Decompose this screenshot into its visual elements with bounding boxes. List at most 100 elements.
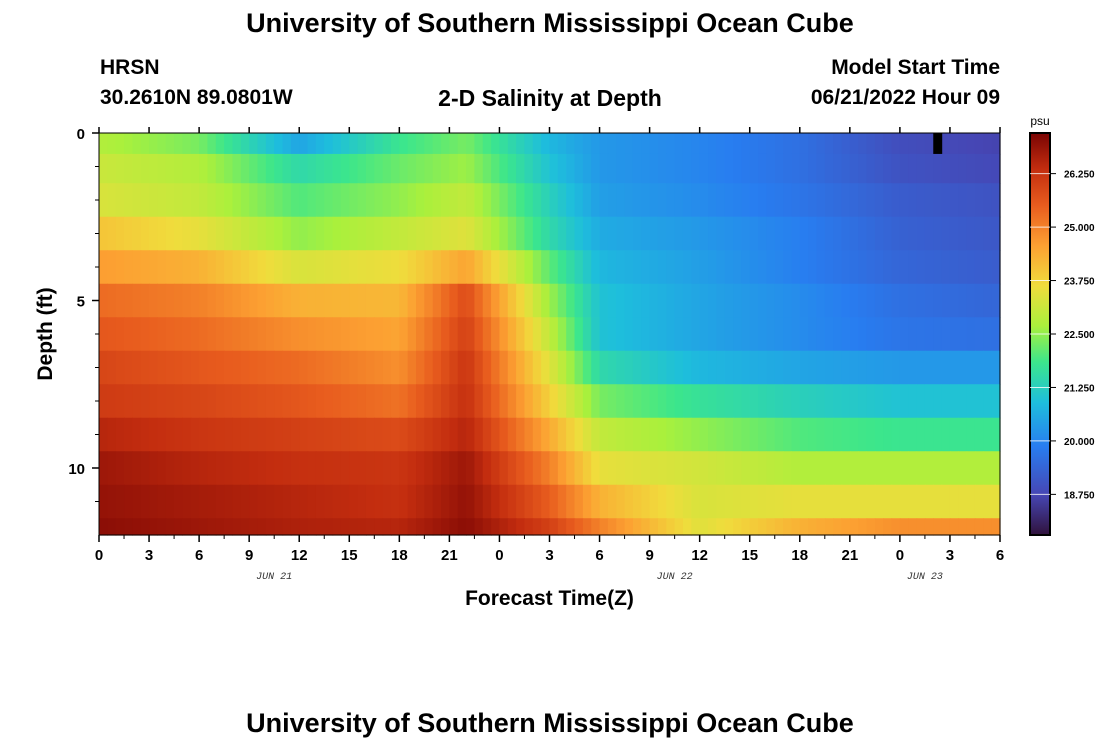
heatmap-cell [474, 216, 484, 251]
heatmap-cell [507, 350, 517, 385]
heatmap-cell [899, 384, 909, 419]
heatmap-cell [215, 153, 225, 184]
heatmap-cell [282, 250, 292, 285]
heatmap-cell [432, 283, 442, 318]
heatmap-cell [365, 384, 375, 419]
heatmap-cell [215, 484, 225, 519]
heatmap-cell [382, 216, 392, 251]
heatmap-cell [666, 417, 676, 452]
heatmap-cell [282, 518, 292, 536]
heatmap-cell [365, 451, 375, 486]
heatmap-cell [307, 133, 317, 155]
heatmap-cell [733, 384, 742, 419]
heatmap-cell [182, 484, 192, 519]
heatmap-cell [416, 518, 425, 536]
x-tick-label: 15 [341, 547, 358, 564]
heatmap-cell [274, 250, 284, 285]
heatmap-cell [758, 216, 767, 251]
heatmap-cell [599, 518, 609, 536]
heatmap-cell [849, 317, 859, 352]
heatmap-cell [833, 216, 843, 251]
heatmap-cell [733, 317, 742, 352]
heatmap-cell [324, 153, 334, 184]
heatmap-cell [774, 451, 784, 486]
heatmap-cell [491, 350, 501, 385]
heatmap-cell [816, 384, 826, 419]
heatmap-cell [99, 317, 108, 352]
heatmap-cell [774, 484, 784, 519]
heatmap-cell [666, 183, 676, 218]
heatmap-cell [916, 216, 926, 251]
heatmap-cell [549, 153, 559, 184]
heatmap-cell [758, 384, 767, 419]
heatmap-cell [708, 183, 717, 218]
heatmap-cell [983, 133, 993, 155]
heatmap-cell [716, 384, 726, 419]
heatmap-cell [682, 283, 692, 318]
heatmap-cell [557, 484, 567, 519]
heatmap-cell [432, 417, 442, 452]
heatmap-cell [174, 183, 184, 218]
heatmap-cell [883, 183, 893, 218]
heatmap-cell [582, 283, 592, 318]
heatmap-cell [632, 183, 642, 218]
heatmap-cell [441, 216, 450, 251]
heatmap-cell [582, 384, 592, 419]
heatmap-cell [249, 183, 259, 218]
heatmap-cell [691, 451, 701, 486]
heatmap-cell [941, 183, 951, 218]
heatmap-cell [791, 451, 801, 486]
heatmap-cell [407, 317, 417, 352]
heatmap-cell [507, 384, 517, 419]
heatmap-cell [724, 384, 734, 419]
heatmap-cell [199, 250, 209, 285]
heatmap-cell [207, 317, 217, 352]
heatmap-cell [107, 250, 117, 285]
heatmap-cell [691, 133, 701, 155]
heatmap-cell [641, 153, 651, 184]
heatmap-cell [566, 216, 576, 251]
heatmap-cell [174, 250, 184, 285]
heatmap-cell [224, 317, 234, 352]
heatmap-cell [282, 183, 292, 218]
heatmap-cell [257, 384, 267, 419]
heatmap-cell [958, 216, 968, 251]
heatmap-cell [157, 250, 167, 285]
heatmap-cell [149, 133, 158, 155]
heatmap-cell [457, 183, 467, 218]
heatmap-cell [340, 153, 350, 184]
heatmap-cell [899, 216, 909, 251]
heatmap-cell [657, 451, 667, 486]
heatmap-cell [774, 216, 784, 251]
heatmap-cell [290, 283, 300, 318]
heatmap-cell [124, 183, 133, 218]
heatmap-cell [649, 417, 659, 452]
heatmap-cell [833, 283, 843, 318]
heatmap-cell [991, 451, 1001, 486]
heatmap-cell [883, 451, 893, 486]
heatmap-cell [332, 283, 342, 318]
heatmap-cell [699, 484, 709, 519]
heatmap-cell [340, 183, 350, 218]
heatmap-cell [691, 283, 701, 318]
heatmap-cell [632, 518, 642, 536]
heatmap-cell [132, 518, 142, 536]
heatmap-cell [190, 451, 200, 486]
heatmap-cell [265, 451, 275, 486]
heatmap-cell [524, 484, 534, 519]
heatmap-cell [449, 216, 459, 251]
heatmap-cell [941, 250, 951, 285]
heatmap-cell [849, 133, 859, 155]
model-start-value: 06/21/2022 Hour 09 [810, 86, 1000, 109]
heatmap-cell [399, 484, 409, 519]
heatmap-cell [115, 451, 125, 486]
heatmap-cell [157, 350, 167, 385]
heatmap-cell [908, 451, 918, 486]
heatmap-cell [657, 153, 667, 184]
heatmap-cell [958, 250, 968, 285]
heatmap-cell [274, 384, 284, 419]
heatmap-cell [249, 250, 259, 285]
heatmap-cell [174, 350, 184, 385]
heatmap-cell [149, 484, 158, 519]
heatmap-cell [566, 451, 576, 486]
